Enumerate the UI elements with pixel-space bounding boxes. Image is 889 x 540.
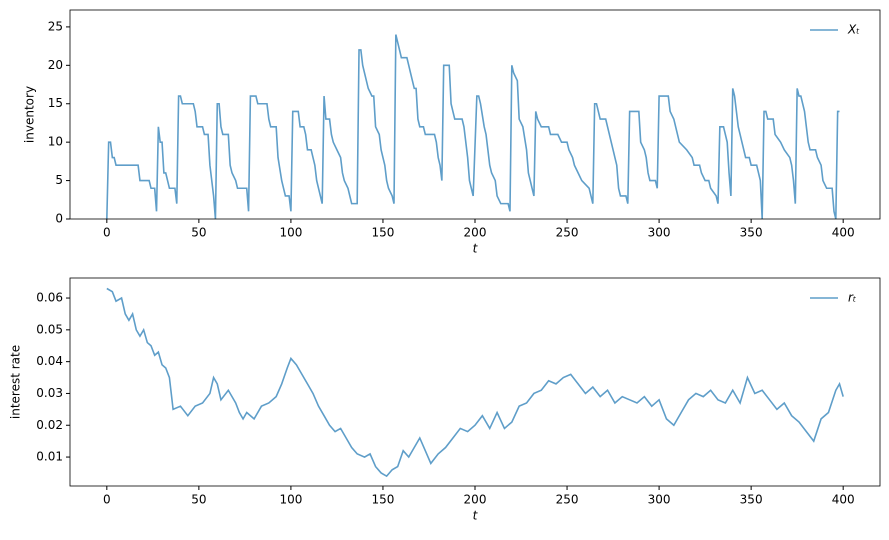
y-tick-label: 10 [48,135,63,149]
x-tick-label: 100 [279,226,302,240]
y-tick-label: 0.02 [36,418,63,432]
y-tick-label: 15 [48,96,63,110]
legend-label: rₜ [848,291,857,305]
x-tick-label: 300 [648,226,671,240]
axes-frame [69,277,881,487]
y-tick-label: 0 [55,212,63,226]
y-tick-label: 25 [48,19,63,33]
y-tick-label: 0.01 [36,450,63,464]
x-tick-label: 400 [832,493,855,507]
x-tick-label: 150 [372,493,395,507]
x-tick-label: 200 [464,493,487,507]
x-tick-label: 100 [279,493,302,507]
x-tick-label: 50 [191,226,206,240]
series-line [106,287,844,478]
x-tick-label: 250 [556,226,579,240]
y-tick-label: 0.05 [36,322,63,336]
y-tick-label: 5 [55,173,63,187]
series-line [106,34,840,219]
axes-frame [69,9,881,220]
x-tick-label: 250 [556,493,579,507]
x-axis-label: t [473,509,479,523]
subplot: 0 50 100 150 200 250 300 350 400 0.01 0.02 0.03 0.04… [9,277,881,523]
y-tick-label: 0.03 [36,386,63,400]
y-tick-label: 0.04 [36,354,63,368]
y-tick-label: 0.06 [36,291,63,305]
x-tick-label: 350 [740,493,763,507]
x-tick-label: 50 [191,493,206,507]
x-axis-label: t [473,242,479,256]
x-tick-label: 0 [103,226,111,240]
y-axis-label: inventory [23,86,37,143]
x-tick-label: 150 [372,226,395,240]
y-axis-label: interest rate [9,345,23,419]
legend-label: Xₜ [847,23,860,37]
y-tick-label: 20 [48,58,63,72]
x-tick-label: 200 [464,226,487,240]
x-tick-label: 0 [103,493,111,507]
subplot: 0 50 100 150 200 250 300 350 400 0 5 10 15 20 25 Xₜ t inv… [23,9,881,256]
x-tick-label: 400 [832,226,855,240]
x-tick-label: 300 [648,493,671,507]
x-tick-label: 350 [740,226,763,240]
